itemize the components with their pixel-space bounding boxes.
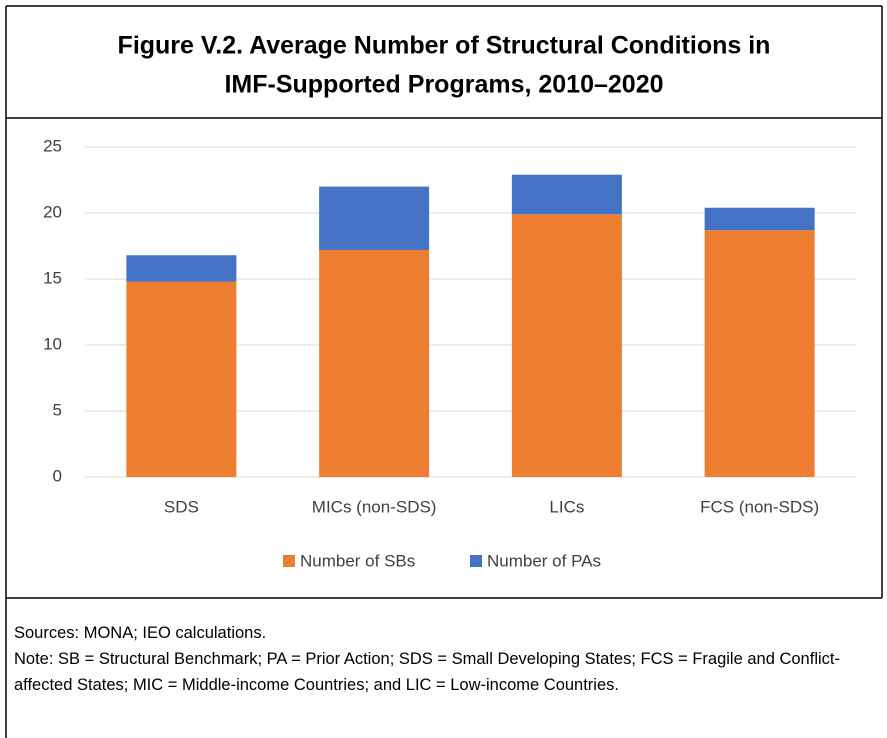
bar-segment xyxy=(704,230,815,477)
chart-title: IMF-Supported Programs, 2010–2020 xyxy=(224,71,663,99)
x-tick-label: LICs xyxy=(549,497,584,516)
y-tick-label: 20 xyxy=(43,202,62,221)
bar-segment xyxy=(126,281,237,477)
bar-segment xyxy=(126,255,237,282)
sources: Sources: MONA; IEO calculations. xyxy=(14,624,267,642)
y-tick-label: 15 xyxy=(43,268,62,287)
bar-segment xyxy=(511,174,622,215)
x-tick-label: MICs (non-SDS) xyxy=(312,497,437,516)
x-tick-label: SDS xyxy=(164,497,199,516)
bar-segment xyxy=(704,207,815,231)
note: Note: SB = Structural Benchmark; PA = Pr… xyxy=(14,650,840,694)
y-tick-label: 0 xyxy=(53,466,62,485)
bar-segment xyxy=(511,214,622,477)
legend-swatch xyxy=(470,555,482,567)
notes: Sources: MONA; IEO calculations. Note: S… xyxy=(14,620,876,698)
legend-label: Number of PAs xyxy=(487,551,601,570)
chart-title: Figure V.2. Average Number of Structural… xyxy=(118,32,771,60)
y-tick-label: 10 xyxy=(43,334,62,353)
frame xyxy=(5,5,883,738)
bar-segment xyxy=(319,186,430,250)
x-tick-label: FCS (non-SDS) xyxy=(700,497,819,516)
y-tick-label: 5 xyxy=(53,400,62,419)
legend-swatch xyxy=(283,555,295,567)
y-tick-label: 25 xyxy=(43,136,62,155)
legend-label: Number of SBs xyxy=(300,551,415,570)
bar-segment xyxy=(319,249,430,477)
